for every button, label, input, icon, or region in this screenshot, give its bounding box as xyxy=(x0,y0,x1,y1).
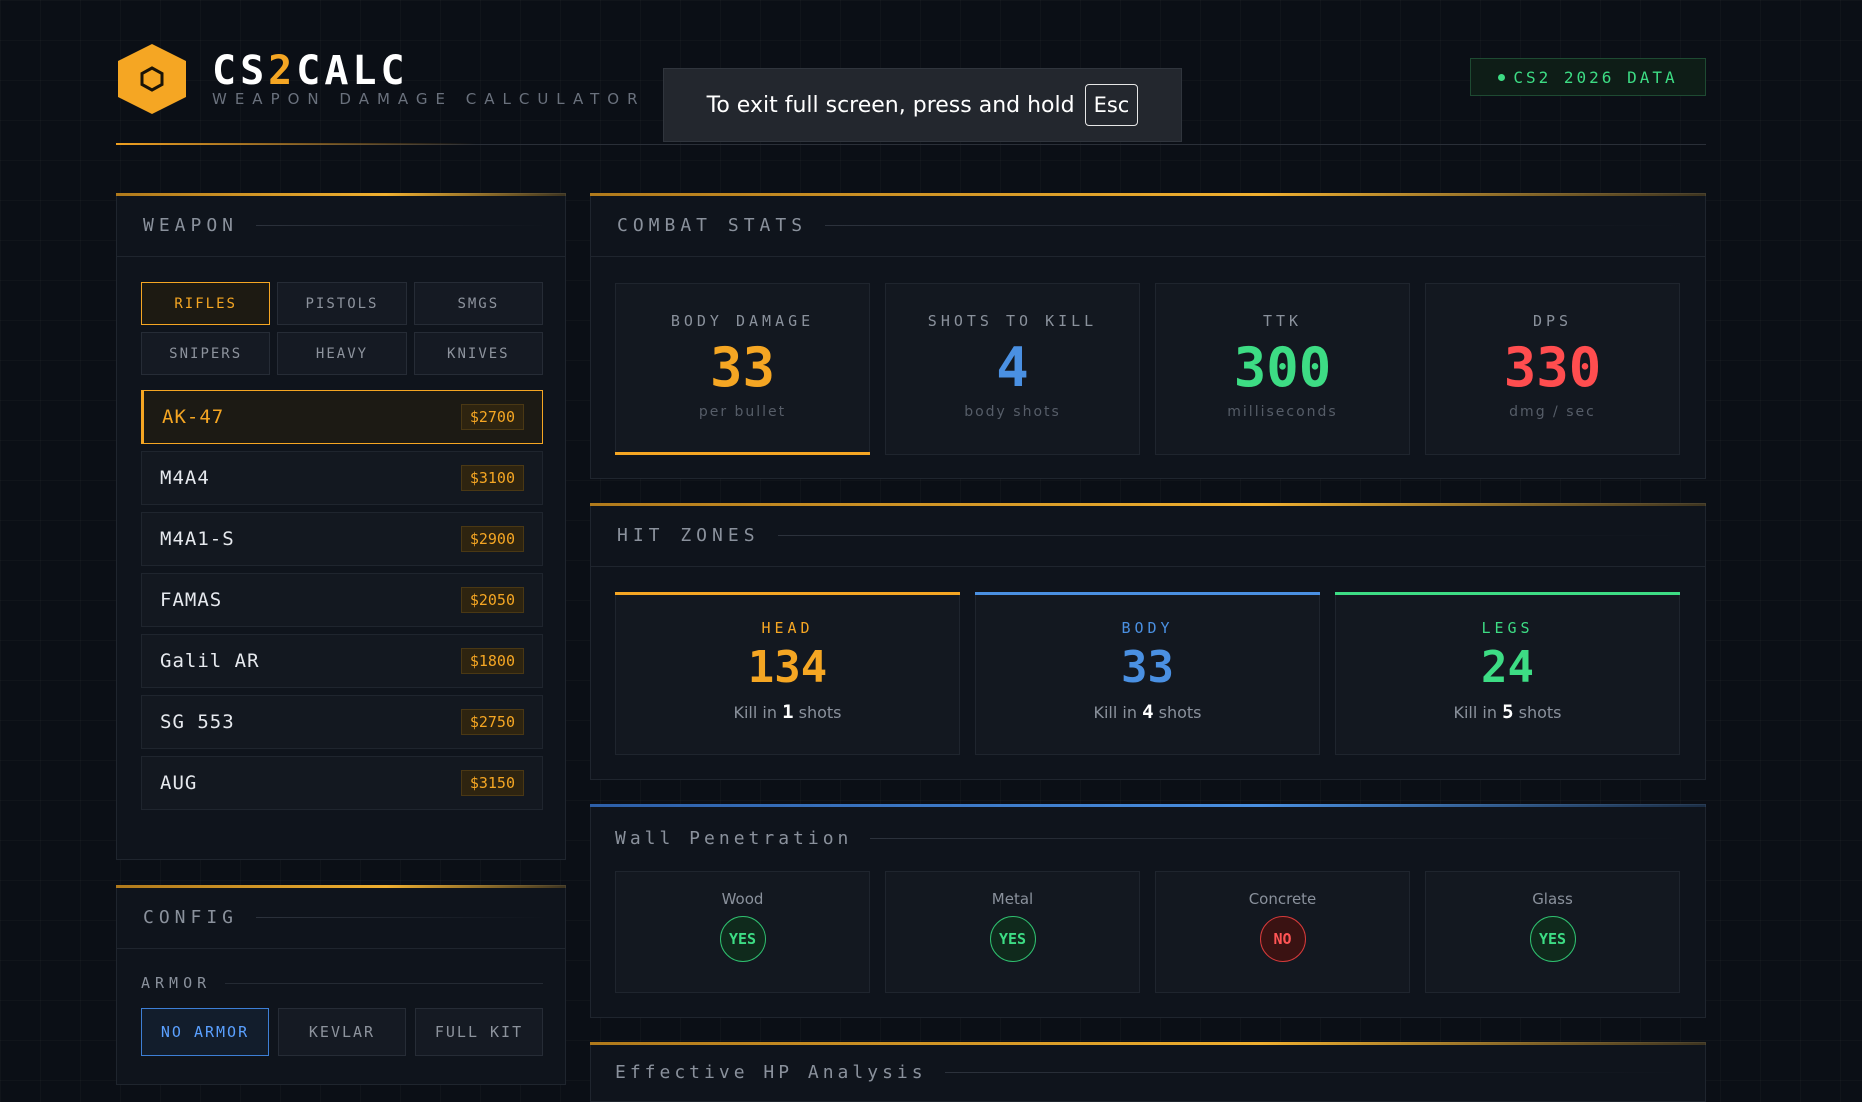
zone-kill-text: Kill in 5 shots xyxy=(1453,701,1562,723)
weapon-price: $1800 xyxy=(460,648,524,674)
status-dot-icon xyxy=(1498,73,1506,81)
zone-label: BODY xyxy=(1121,619,1174,637)
weapon-item-m4a4[interactable]: M4A4 $3100 xyxy=(141,451,543,505)
stat-unit: milliseconds xyxy=(1227,404,1338,420)
stat-card-shots-to-kill: SHOTS TO KILL 4 body shots xyxy=(885,283,1140,455)
tab-smgs[interactable]: SMGS xyxy=(413,282,543,325)
penetration-result-badge: YES xyxy=(1529,916,1576,962)
zone-label: HEAD xyxy=(761,619,814,637)
weapon-name: SG 553 xyxy=(160,711,235,733)
material-label: Metal xyxy=(991,890,1034,908)
zone-damage: 33 xyxy=(1121,642,1174,693)
material-label: Glass xyxy=(1532,890,1573,908)
combat-stats-panel: COMBAT STATS BODY DAMAGE 33 per bullet S… xyxy=(590,193,1706,479)
stat-card-dps: DPS 330 dmg / sec xyxy=(1425,283,1680,455)
effective-hp-title: Effective HP Analysis xyxy=(615,1061,927,1083)
weapon-price: $3100 xyxy=(460,465,524,491)
armor-option-full-kit[interactable]: FULL KIT xyxy=(415,1008,543,1056)
wall-material-metal: Metal YES xyxy=(885,871,1140,993)
weapon-item-aug[interactable]: AUG $3150 xyxy=(141,756,543,810)
weapon-panel-title: WEAPON xyxy=(143,214,239,236)
weapon-price: $2050 xyxy=(460,587,524,613)
armor-option-no-armor[interactable]: NO ARMOR xyxy=(141,1008,269,1056)
wall-penetration-title: Wall Penetration xyxy=(615,827,853,849)
weapon-item-m4a1s[interactable]: M4A1-S $2900 xyxy=(141,512,543,566)
zone-damage: 134 xyxy=(747,642,828,693)
weapon-name: M4A4 xyxy=(160,467,210,489)
hit-zones-panel: HIT ZONES HEAD 134 Kill in 1 shots BODY … xyxy=(590,503,1706,780)
toast-message: To exit full screen, press and hold xyxy=(706,92,1075,118)
hit-zone-legs: LEGS 24 Kill in 5 shots xyxy=(1335,592,1680,755)
stat-value: 33 xyxy=(709,336,776,399)
hexagon-logo-icon xyxy=(118,44,186,114)
stat-card-ttk: TTK 300 milliseconds xyxy=(1155,283,1410,455)
wall-penetration-panel: Wall Penetration Wood YES Metal YES Conc… xyxy=(590,804,1706,1018)
material-label: Wood xyxy=(721,890,764,908)
weapon-item-sg553[interactable]: SG 553 $2750 xyxy=(141,695,543,749)
weapon-price: $2900 xyxy=(460,526,524,552)
weapon-item-galil-ar[interactable]: Galil AR $1800 xyxy=(141,634,543,688)
app-header: CS2CALC WEAPON DAMAGE CALCULATOR CS2 202… xyxy=(116,40,1706,145)
weapon-name: M4A1-S xyxy=(160,528,235,550)
weapon-name: FAMAS xyxy=(160,589,223,611)
brand-name: CS2CALC xyxy=(212,48,409,94)
stat-unit: body shots xyxy=(964,404,1061,420)
stat-value: 330 xyxy=(1503,336,1602,399)
stat-label: BODY DAMAGE xyxy=(670,312,815,330)
data-version-label: CS2 2026 DATA xyxy=(1513,67,1678,87)
fullscreen-exit-toast: To exit full screen, press and hold Esc xyxy=(663,68,1182,142)
zone-kill-text: Kill in 4 shots xyxy=(1093,701,1202,723)
weapon-category-tabs: RIFLES PISTOLS SMGS SNIPERS HEAVY KNIVES xyxy=(141,282,543,375)
hit-zone-body: BODY 33 Kill in 4 shots xyxy=(975,592,1320,755)
weapon-item-ak47[interactable]: AK-47 $2700 xyxy=(141,390,543,444)
stat-unit: per bullet xyxy=(698,404,787,420)
weapon-list: AK-47 $2700 M4A4 $3100 M4A1-S $2900 FAMA… xyxy=(141,390,543,817)
wall-material-glass: Glass YES xyxy=(1425,871,1680,993)
combat-stats-title: COMBAT STATS xyxy=(617,214,808,236)
penetration-result-badge: YES xyxy=(719,916,766,962)
brand-tagline: WEAPON DAMAGE CALCULATOR xyxy=(212,90,646,108)
penetration-result-badge: NO xyxy=(1259,916,1306,962)
tab-snipers[interactable]: SNIPERS xyxy=(141,332,271,375)
weapon-name: Galil AR xyxy=(160,650,260,672)
tab-heavy[interactable]: HEAVY xyxy=(277,332,407,375)
hit-zones-title: HIT ZONES xyxy=(617,524,760,546)
armor-section-label: ARMOR xyxy=(141,974,543,992)
stat-value: 300 xyxy=(1233,336,1332,399)
effective-hp-panel: Effective HP Analysis xyxy=(590,1042,1706,1102)
wall-material-concrete: Concrete NO xyxy=(1155,871,1410,993)
zone-damage: 24 xyxy=(1481,642,1534,693)
weapon-price: $2750 xyxy=(460,709,524,735)
stat-label: SHOTS TO KILL xyxy=(927,312,1098,330)
zone-label: LEGS xyxy=(1481,619,1534,637)
stat-value: 4 xyxy=(996,336,1029,399)
stat-card-body-damage: BODY DAMAGE 33 per bullet xyxy=(615,283,870,455)
weapon-name: AK-47 xyxy=(162,406,225,428)
stat-label: DPS xyxy=(1532,312,1573,330)
data-version-badge: CS2 2026 DATA xyxy=(1470,58,1706,96)
armor-option-kevlar[interactable]: KEVLAR xyxy=(278,1008,406,1056)
esc-key-hint: Esc xyxy=(1084,84,1139,126)
weapon-name: AUG xyxy=(160,772,198,794)
zone-kill-text: Kill in 1 shots xyxy=(733,701,842,723)
tab-rifles[interactable]: RIFLES xyxy=(141,282,271,325)
weapon-item-famas[interactable]: FAMAS $2050 xyxy=(141,573,543,627)
weapon-price: $3150 xyxy=(460,770,524,796)
penetration-result-badge: YES xyxy=(989,916,1036,962)
config-panel-title: CONFIG xyxy=(143,906,239,928)
stat-unit: dmg / sec xyxy=(1509,404,1596,420)
tab-pistols[interactable]: PISTOLS xyxy=(277,282,407,325)
weapon-price: $2700 xyxy=(460,404,524,430)
wall-material-wood: Wood YES xyxy=(615,871,870,993)
stat-label: TTK xyxy=(1262,312,1303,330)
hit-zone-head: HEAD 134 Kill in 1 shots xyxy=(615,592,960,755)
material-label: Concrete xyxy=(1248,890,1317,908)
armor-options: NO ARMOR KEVLAR FULL KIT xyxy=(141,1008,543,1056)
config-panel: CONFIG ARMOR NO ARMOR KEVLAR FULL KIT xyxy=(116,885,566,1085)
weapon-panel: WEAPON RIFLES PISTOLS SMGS SNIPERS HEAVY… xyxy=(116,193,566,860)
tab-knives[interactable]: KNIVES xyxy=(413,332,543,375)
